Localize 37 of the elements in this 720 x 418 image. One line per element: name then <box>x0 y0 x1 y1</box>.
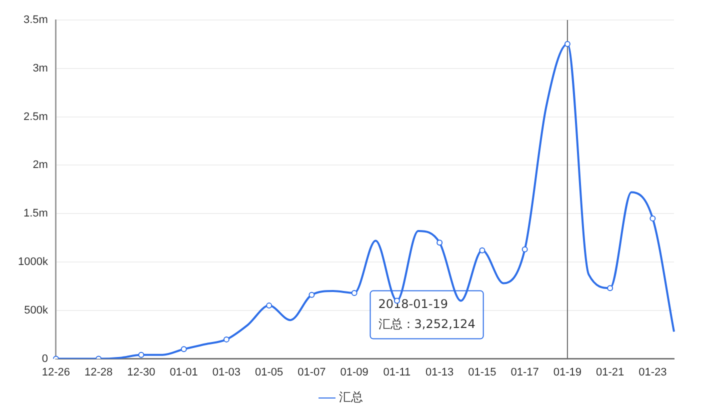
point <box>266 302 272 309</box>
x-tick-label: 01-05 <box>255 366 284 378</box>
point <box>138 352 144 358</box>
annotation: 2018-01-19 汇总：3,252,124 <box>378 296 476 331</box>
y-tick-label: 3m <box>32 62 48 74</box>
y-tick-label: 500k <box>24 304 48 316</box>
point <box>180 346 187 352</box>
x-tick-label: 12-26 <box>42 366 70 378</box>
x-tick-label: 12-30 <box>127 366 156 378</box>
x-tick-label: 01-13 <box>426 366 454 378</box>
x-tick-label: 01-19 <box>553 366 582 378</box>
point <box>479 247 486 254</box>
point <box>308 292 315 298</box>
x-tick-label: 01-07 <box>298 366 326 378</box>
y-tick-label: 0 <box>42 352 48 365</box>
y-tick-label: 3.5m <box>24 14 48 26</box>
x-tick-label: 01-15 <box>468 366 496 378</box>
x-tick-label: 01-23 <box>638 366 667 378</box>
y-tick-label: 2.5m <box>24 110 48 123</box>
point <box>351 290 358 296</box>
x-tick-label: 01-01 <box>170 366 198 378</box>
point <box>564 40 570 47</box>
y-tick-label: 2m <box>32 159 48 172</box>
x-tick-label: 01-21 <box>596 366 624 378</box>
x-tick-label: 01-09 <box>340 366 368 378</box>
y-tick-label: 1000k <box>18 256 48 268</box>
legend-label: 汇总 <box>339 390 363 404</box>
point <box>436 240 443 246</box>
point <box>522 246 528 252</box>
x-tick-label: 01-11 <box>383 366 411 378</box>
point <box>607 285 614 292</box>
y-tick-label: 1.5m <box>24 208 48 220</box>
x-tick-label: 12-28 <box>84 366 113 378</box>
x-tick-label: 01-03 <box>212 366 241 378</box>
x-tick-label: 01-17 <box>510 366 539 378</box>
point <box>650 215 656 222</box>
point <box>223 336 230 342</box>
